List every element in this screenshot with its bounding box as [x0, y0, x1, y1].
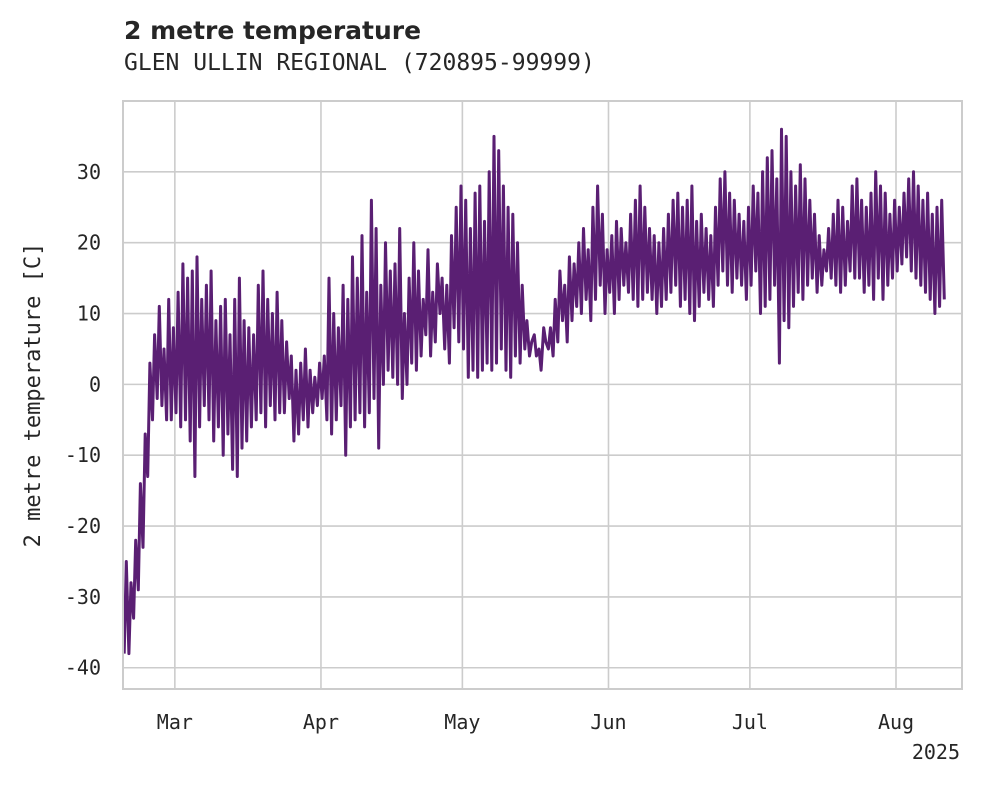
x-tick-label: Aug: [878, 710, 914, 734]
plot-frame: [122, 100, 963, 690]
series-plot: [122, 127, 946, 656]
y-tick-label: 10: [77, 302, 101, 326]
y-axis-ticks: -40 -30 -20 -10 0 10 20 30: [65, 160, 101, 680]
y-tick-label: -40: [65, 656, 101, 680]
x-tick-label: Mar: [157, 710, 193, 734]
y-tick-label: 0: [89, 372, 101, 396]
temperature-series-line: [122, 127, 946, 656]
y-axis-label: 2 metre temperature [C]: [21, 243, 46, 548]
x-tick-label: Jun: [590, 710, 626, 734]
chart-title: 2 metre temperature: [124, 16, 422, 45]
x-axis-year-label: 2025: [912, 740, 960, 764]
chart-subtitle: GLEN ULLIN REGIONAL (720895-99999): [124, 50, 595, 76]
x-tick-label: Apr: [303, 710, 339, 734]
y-tick-label: -30: [65, 585, 101, 609]
y-tick-label: -10: [65, 443, 101, 467]
x-tick-label: May: [444, 710, 480, 734]
y-tick-label: 30: [77, 160, 101, 184]
x-tick-label: Jul: [732, 710, 768, 734]
y-tick-label: -20: [65, 514, 101, 538]
x-axis-ticks: Mar Apr May Jun Jul Aug: [157, 710, 914, 734]
y-tick-label: 20: [77, 231, 101, 255]
